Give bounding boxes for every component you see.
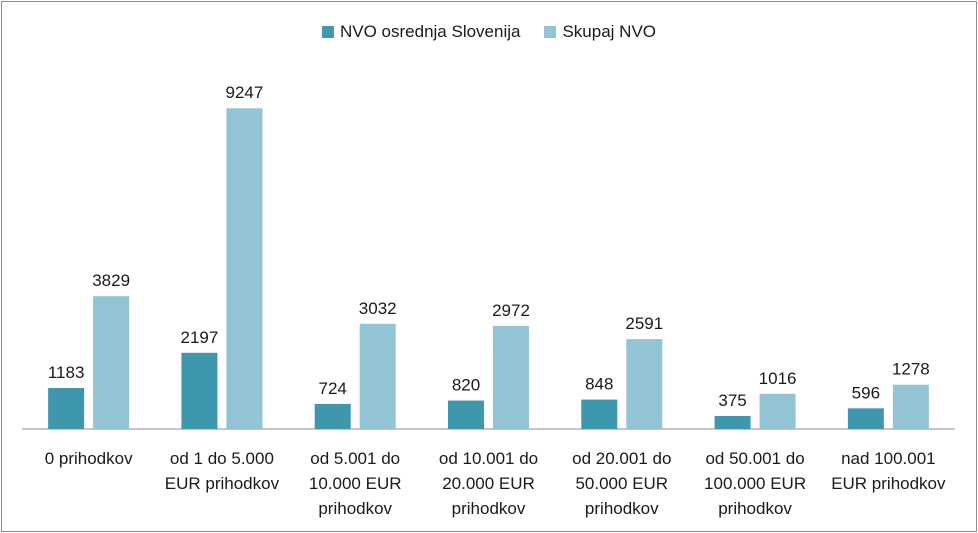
data-label-series-1-cat-5: 848 <box>585 375 613 394</box>
data-label-series-2-cat-7: 1278 <box>892 360 930 379</box>
category-label-6-line-3: prihodkov <box>718 499 792 518</box>
data-label-series-2-cat-3: 3032 <box>359 299 397 318</box>
category-label-7-line-1: nad 100.001 <box>841 449 936 468</box>
data-label-series-1-cat-1: 1183 <box>48 363 85 382</box>
bar-series-1-cat-3 <box>314 403 351 429</box>
category-label-3-line-1: od 5.001 do <box>310 449 400 468</box>
category-label-4-line-3: prihodkov <box>452 499 526 518</box>
data-label-series-1-cat-6: 375 <box>718 391 746 410</box>
data-label-series-2-cat-5: 2591 <box>625 314 663 333</box>
legend: NVO osrednja Slovenija Skupaj NVO <box>2 22 976 42</box>
bar-series-2-cat-1 <box>93 296 130 429</box>
data-label-series-1-cat-7: 596 <box>852 383 880 402</box>
category-label-1-line-1: 0 prihodkov <box>45 449 133 468</box>
data-label-series-2-cat-6: 1016 <box>759 369 797 388</box>
category-label-7-line-2: EUR prihodkov <box>831 474 946 493</box>
data-label-series-1-cat-4: 820 <box>452 376 480 395</box>
legend-label-series-1: NVO osrednja Slovenija <box>339 22 521 41</box>
category-label-6-line-2: 100.000 EUR <box>704 474 806 493</box>
bar-series-1-cat-7 <box>847 408 884 429</box>
bar-series-2-cat-7 <box>892 384 929 429</box>
category-label-5-line-3: prihodkov <box>585 499 659 518</box>
category-label-2-line-2: EUR prihodkov <box>165 474 280 493</box>
category-label-2-line-1: od 1 do 5.000 <box>170 449 274 468</box>
bar-series-2-cat-4 <box>493 325 529 429</box>
category-label-5-line-1: od 20.001 do <box>572 449 671 468</box>
legend-swatch-series-2 <box>544 26 557 38</box>
bar-series-1-cat-2 <box>181 352 218 429</box>
legend-swatch-series-1 <box>321 26 334 38</box>
bar-series-2-cat-6 <box>759 393 796 429</box>
bar-series-1-cat-6 <box>714 415 751 429</box>
data-label-series-2-cat-4: 2972 <box>492 301 530 320</box>
category-label-5-line-2: 50.000 EUR <box>575 474 668 493</box>
legend-item-series-2: Skupaj NVO <box>544 22 656 42</box>
data-label-series-2-cat-2: 9247 <box>226 83 264 102</box>
bar-series-2-cat-2 <box>226 108 263 429</box>
data-label-series-1-cat-3: 724 <box>319 379 347 398</box>
category-label-3-line-2: 10.000 EUR <box>309 474 402 493</box>
bar-series-1-cat-5 <box>581 399 618 429</box>
bar-series-2-cat-5 <box>626 339 663 429</box>
bar-series-2-cat-3 <box>359 323 396 429</box>
category-label-4-line-1: od 10.001 do <box>439 449 538 468</box>
bar-series-1-cat-1 <box>48 387 85 429</box>
legend-item-series-1: NVO osrednja Slovenija <box>321 22 521 42</box>
bar-series-1-cat-4 <box>448 400 484 429</box>
legend-label-series-2: Skupaj NVO <box>562 22 657 41</box>
category-label-6-line-1: od 50.001 do <box>705 449 804 468</box>
data-label-series-2-cat-1: 3829 <box>92 271 130 290</box>
category-label-4-line-2: 20.000 EUR <box>442 474 535 493</box>
category-label-3-line-3: prihodkov <box>318 499 392 518</box>
data-label-series-1-cat-2: 2197 <box>181 328 219 347</box>
